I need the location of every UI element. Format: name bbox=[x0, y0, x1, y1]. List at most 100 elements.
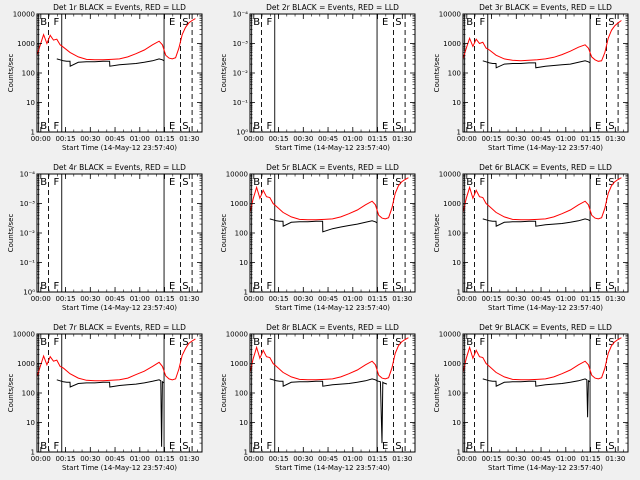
x-tick-label: 01:30 bbox=[392, 455, 412, 463]
x-tick-label: 01:15 bbox=[580, 455, 600, 463]
x-tick-label: 01:15 bbox=[154, 295, 174, 303]
lld-rate-line bbox=[463, 337, 622, 381]
phase-marker-label: S bbox=[395, 281, 401, 292]
x-tick-label: 00:30 bbox=[293, 135, 313, 143]
phase-marker-label-top: B bbox=[253, 337, 260, 348]
phase-marker-label-top: B bbox=[466, 337, 473, 348]
phase-marker-label-top: B bbox=[253, 177, 260, 188]
phase-marker-label-top: E bbox=[169, 17, 175, 28]
y-axis-title: Counts/sec bbox=[7, 214, 15, 253]
y-tick-label: 10000 bbox=[439, 11, 461, 19]
x-tick-label: 00:00 bbox=[31, 295, 51, 303]
x-tick-label: 01:00 bbox=[556, 295, 576, 303]
x-tick-label: 01:30 bbox=[605, 135, 625, 143]
phase-marker-label: S bbox=[182, 441, 188, 452]
y-tick-label: 10 bbox=[239, 419, 248, 427]
phase-marker-label: F bbox=[267, 121, 273, 132]
panel-title: Det 9r BLACK = Events, RED = LLD bbox=[479, 323, 612, 332]
y-tick-label: 100 bbox=[448, 390, 461, 398]
phase-marker-label-top: F bbox=[267, 337, 273, 348]
x-tick-label: 00:00 bbox=[31, 455, 51, 463]
x-tick-label: 01:15 bbox=[367, 295, 387, 303]
x-tick-label: 01:30 bbox=[605, 455, 625, 463]
phase-marker-label: B bbox=[253, 121, 260, 132]
x-tick-label: 01:00 bbox=[556, 135, 576, 143]
x-tick-label: 00:00 bbox=[31, 135, 51, 143]
phase-marker-label: E bbox=[169, 441, 175, 452]
phase-marker-label-top: S bbox=[182, 17, 188, 28]
phase-marker-label: F bbox=[480, 121, 486, 132]
y-tick-label: 100 bbox=[235, 230, 248, 238]
phase-marker-label: B bbox=[253, 441, 260, 452]
panel-title: Det 2r BLACK = Events, RED = LLD bbox=[266, 3, 399, 12]
y-tick-label: 1 bbox=[244, 449, 248, 457]
lld-rate-line bbox=[37, 18, 196, 61]
x-axis-title: Start Time (14-May-12 23:57:40) bbox=[62, 464, 177, 472]
y-tick-label: 10 bbox=[452, 99, 461, 107]
panel-title: Det 6r BLACK = Events, RED = LLD bbox=[479, 163, 612, 172]
x-tick-label: 01:00 bbox=[343, 455, 363, 463]
phase-marker-label-top: E bbox=[595, 337, 601, 348]
phase-marker-label: B bbox=[253, 281, 260, 292]
x-axis-title: Start Time (14-May-12 23:57:40) bbox=[488, 464, 603, 472]
phase-marker-label: S bbox=[182, 121, 188, 132]
phase-marker-label: B bbox=[40, 441, 47, 452]
phase-marker-label-top: F bbox=[54, 337, 60, 348]
plot-area bbox=[250, 14, 415, 132]
phase-marker-label-top: B bbox=[40, 337, 47, 348]
x-tick-label: 00:15 bbox=[268, 295, 288, 303]
y-tick-label: 10 bbox=[26, 99, 35, 107]
y-axis-title: Counts/sec bbox=[220, 374, 228, 413]
plot-area bbox=[463, 334, 628, 452]
x-tick-label: 01:15 bbox=[580, 295, 600, 303]
plot-area bbox=[37, 174, 202, 292]
phase-marker-label: B bbox=[466, 281, 473, 292]
phase-marker-label: F bbox=[267, 441, 273, 452]
phase-marker-label-top: F bbox=[54, 177, 60, 188]
x-axis-title: Start Time (14-May-12 23:57:40) bbox=[275, 144, 390, 152]
phase-marker-label-top: E bbox=[169, 337, 175, 348]
phase-marker-label: E bbox=[595, 441, 601, 452]
y-tick-label: 10000 bbox=[226, 171, 248, 179]
phase-marker-label: F bbox=[54, 121, 60, 132]
y-tick-label: 100 bbox=[448, 70, 461, 78]
phase-marker-label-top: F bbox=[54, 17, 60, 28]
plot-area bbox=[250, 174, 415, 292]
y-axis-title: Counts/sec bbox=[433, 374, 441, 413]
x-tick-label: 00:15 bbox=[481, 455, 501, 463]
y-axis-title: Counts/sec bbox=[220, 54, 228, 93]
x-tick-label: 00:45 bbox=[318, 135, 338, 143]
phase-marker-label: S bbox=[608, 441, 614, 452]
plot-area bbox=[250, 334, 415, 452]
events-rate-line bbox=[482, 218, 591, 227]
x-axis-title: Start Time (14-May-12 23:57:40) bbox=[488, 144, 603, 152]
phase-marker-label: E bbox=[169, 121, 175, 132]
x-tick-label: 00:45 bbox=[318, 295, 338, 303]
x-tick-label: 00:15 bbox=[481, 295, 501, 303]
x-tick-label: 00:45 bbox=[531, 135, 551, 143]
y-tick-label: 10000 bbox=[13, 331, 35, 339]
plot-area bbox=[37, 14, 202, 132]
y-axis-title: Counts/sec bbox=[220, 214, 228, 253]
x-tick-label: 00:15 bbox=[55, 295, 75, 303]
phase-marker-label: B bbox=[40, 281, 47, 292]
y-tick-label: 10⁻² bbox=[233, 70, 249, 78]
y-tick-label: 1000 bbox=[443, 40, 461, 48]
lld-rate-line bbox=[250, 177, 409, 221]
y-tick-label: 1 bbox=[31, 129, 35, 137]
x-axis-title: Start Time (14-May-12 23:57:40) bbox=[62, 144, 177, 152]
y-tick-label: 1 bbox=[457, 289, 461, 297]
plot-area bbox=[37, 334, 202, 452]
plot-area bbox=[463, 14, 628, 132]
x-tick-label: 00:00 bbox=[457, 455, 477, 463]
phase-marker-label-top: S bbox=[182, 177, 188, 188]
y-axis-title: Counts/sec bbox=[433, 54, 441, 93]
x-tick-label: 00:30 bbox=[80, 455, 100, 463]
y-tick-label: 10 bbox=[452, 259, 461, 267]
x-tick-label: 01:15 bbox=[154, 455, 174, 463]
x-tick-label: 01:30 bbox=[605, 295, 625, 303]
